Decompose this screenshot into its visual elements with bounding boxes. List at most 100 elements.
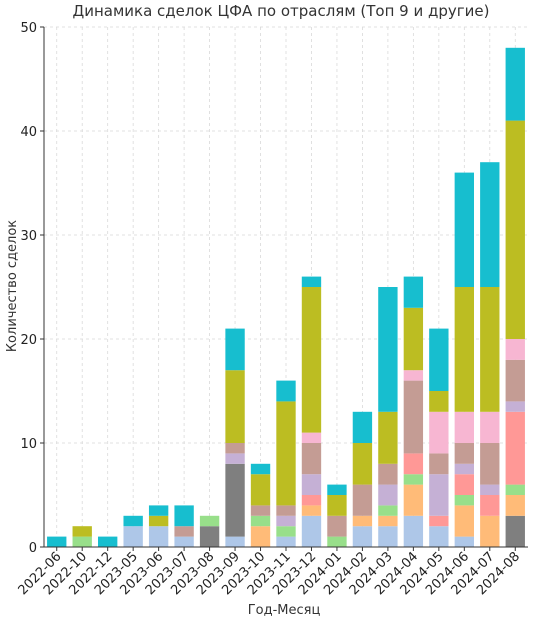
bar-segment [403,453,424,475]
bar-segment [505,359,525,402]
bar-segment [454,505,474,537]
bar-segment [225,443,245,454]
bar-segment [378,287,398,412]
bar-segment [174,536,194,547]
bar-segment [429,391,449,412]
bar-segment [480,287,500,412]
bar-segment [480,484,500,495]
bar-segment [429,474,449,516]
bar-segment [199,515,220,527]
bar-segment [454,411,474,443]
bar-segment [148,515,169,527]
bar-segment [276,536,296,547]
bar-segment [250,474,271,506]
axes [40,26,528,551]
bar-segment [250,515,271,527]
bar-segment [480,495,500,516]
bar-segment [454,172,474,287]
bar-segment [378,463,398,485]
bar-segment [505,120,525,339]
bars [47,47,525,547]
bar-segment [225,463,245,537]
bar-segment [429,453,449,475]
bar-segment [429,526,449,547]
bar-segment [378,515,398,527]
bar-segment [505,515,525,547]
chart-title: Динамика сделок ЦФА по отраслям (Топ 9 и… [73,2,490,20]
y-tick-label: 40 [20,125,37,140]
bar-segment [378,505,398,516]
bar-segment [47,536,67,547]
bar-segment [72,536,92,547]
bar-segment [378,526,398,547]
bar-segment [403,307,424,371]
bar-segment [429,328,449,391]
bar-segment [429,515,449,527]
bar-segment [301,505,322,516]
bar-segment [454,495,474,506]
bar-segment [250,505,271,516]
bar-segment [250,526,271,547]
bar-segment [403,276,424,308]
bar-segment [505,47,525,121]
bar-segment [480,443,500,485]
bar-segment [225,453,245,464]
bar-segment [276,515,296,527]
bar-segment [505,484,525,495]
bar-segment [72,526,92,537]
bar-segment [301,443,322,475]
bar-segment [480,515,500,547]
bar-segment [505,339,525,360]
bar-segment [378,484,398,506]
bar-segment [250,463,271,475]
bar-segment [403,370,424,381]
bar-segment [505,401,525,412]
bar-segment [352,515,373,527]
bar-segment [327,484,347,495]
bar-segment [454,463,474,475]
y-tick-label: 50 [20,21,37,36]
bar-segment [505,411,525,485]
bar-segment [454,536,474,547]
bar-segment [327,495,347,516]
bar-segment [225,328,245,371]
bar-segment [352,443,373,485]
bar-segment [403,484,424,516]
y-tick-label: 30 [20,229,37,244]
bar-segment [327,515,347,537]
bar-segment [174,505,194,527]
bar-segment [123,526,143,547]
bar-segment [352,484,373,516]
bar-segment [352,411,373,443]
bar-segment [352,526,373,547]
y-tick-label: 10 [20,437,37,452]
bar-segment [403,474,424,485]
bar-segment [454,287,474,412]
y-tick-label: 0 [29,541,37,556]
bar-segment [454,474,474,495]
bar-segment [225,536,245,547]
bar-segment [276,526,296,537]
bar-segment [480,411,500,443]
bar-segment [301,432,322,443]
bar-segment [98,536,118,547]
bar-segment [505,495,525,516]
bar-segment [378,411,398,464]
bar-segment [276,380,296,402]
bar-segment [174,526,194,537]
y-axis-label: Количество сделок [5,220,20,352]
bar-segment [276,505,296,516]
bar-segment [301,495,322,506]
bar-segment [276,401,296,506]
bar-segment [301,276,322,287]
bar-segment [123,515,143,527]
bar-segment [429,411,449,454]
bar-segment [403,380,424,454]
bar-segment [199,526,220,547]
bar-segment [327,536,347,547]
y-tick-label: 20 [20,333,37,348]
bar-segment [148,526,169,547]
x-axis-label: Год-Месяц [248,603,321,618]
